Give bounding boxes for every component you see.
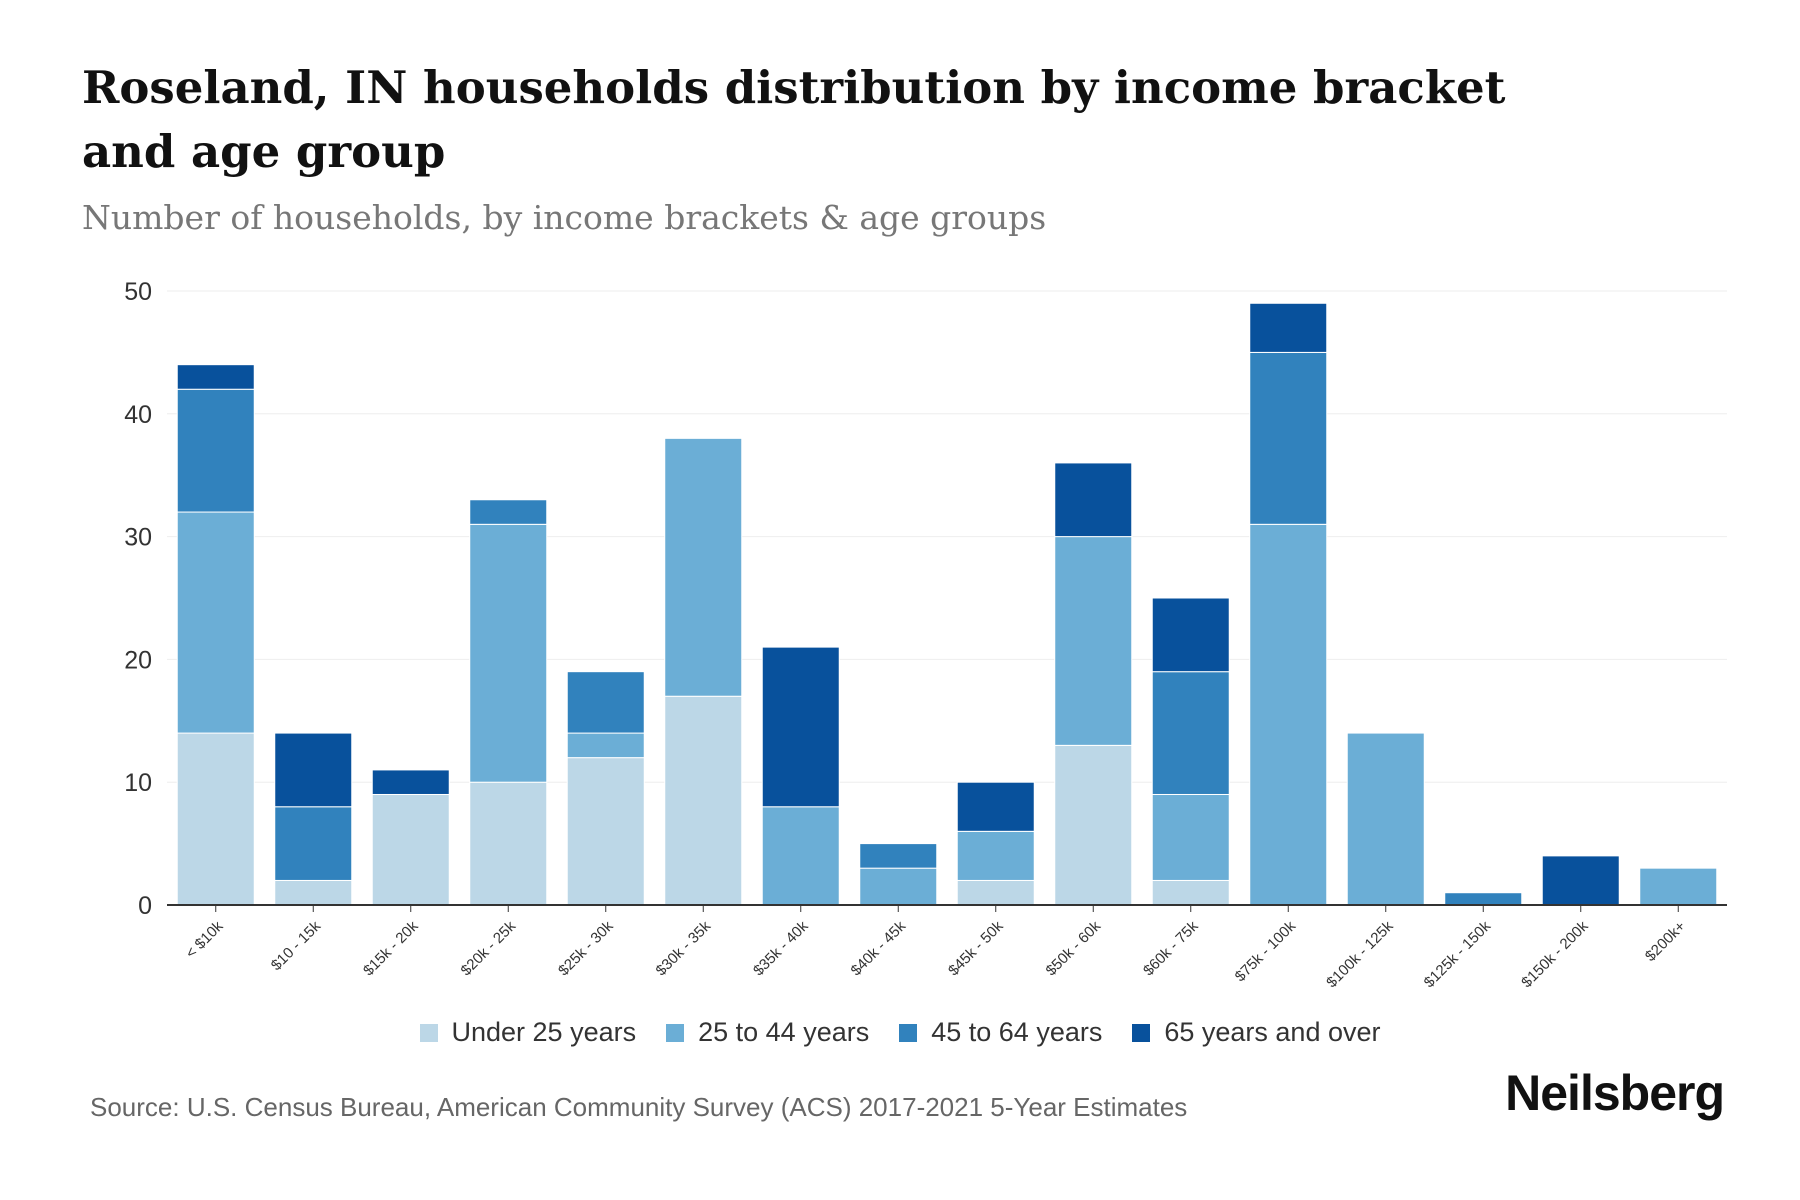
x-tick-label: $40k - 45k: [848, 917, 910, 979]
bar-segment: [1054, 536, 1133, 746]
y-tick-label: 0: [138, 892, 152, 920]
bar-segment: [1151, 879, 1230, 906]
brand-logo: Neilsberg: [1505, 1065, 1725, 1121]
stacked-bar-chart: 0 10 20 30 40 50 < $10k $10 - 15k $15k - 20k $20k…: [124, 278, 1727, 991]
bar-segment: [469, 499, 548, 525]
bar-segment: [274, 806, 353, 881]
bar-segment: [176, 732, 255, 906]
bar-segment: [1249, 302, 1328, 353]
x-tick-label: $30k - 35k: [653, 917, 715, 979]
bar-segment: [1054, 744, 1133, 906]
x-tick-label: $10 - 15k: [268, 917, 325, 974]
x-tick-label: $25k - 30k: [555, 917, 617, 979]
bar-segment: [1151, 671, 1230, 795]
x-tick-label: $75k - 100k: [1232, 917, 1300, 985]
legend-swatch: [899, 1023, 918, 1042]
x-tick-label: $100k - 125k: [1323, 917, 1397, 991]
bar-segment: [1249, 351, 1328, 525]
bar-segment: [469, 523, 548, 783]
bar-segment: [566, 732, 645, 759]
bar-segment: [859, 843, 938, 869]
bar-segment: [859, 867, 938, 906]
bar-segment: [1151, 793, 1230, 881]
bar-segment: [274, 879, 353, 906]
y-tick-label: 10: [124, 769, 152, 797]
x-tick-label: < $10k: [182, 917, 227, 962]
legend-swatch: [666, 1023, 685, 1042]
bar-segment: [956, 879, 1035, 906]
legend-item-45-64: 45 to 64 years: [899, 1017, 1102, 1048]
legend-item-65-over: 65 years and over: [1132, 1017, 1381, 1048]
x-tick-label: $150k - 200k: [1518, 917, 1592, 991]
x-tick-label: $60k - 75k: [1140, 917, 1202, 979]
bar-segment: [1054, 462, 1133, 538]
legend-swatch: [1132, 1023, 1151, 1042]
x-tick-label: $15k - 20k: [360, 917, 422, 979]
y-tick-label: 20: [124, 646, 152, 674]
legend-label: 25 to 44 years: [698, 1017, 870, 1047]
legend-item-25-44: 25 to 44 years: [666, 1017, 869, 1048]
bar-segment: [274, 732, 353, 808]
legend-label: Under 25 years: [451, 1017, 637, 1047]
legend-label: 65 years and over: [1164, 1017, 1381, 1047]
legend-label: 45 to 64 years: [931, 1017, 1103, 1047]
bar-segment: [176, 388, 255, 513]
x-tick-label: $50k - 60k: [1043, 917, 1105, 979]
chart-title: Roseland, IN households distribution by …: [82, 61, 1506, 178]
bar-segment: [371, 793, 450, 906]
bar-segment: [664, 437, 743, 697]
bar-segment: [956, 781, 1035, 832]
bar-segment: [1444, 892, 1523, 906]
bar-segment: [664, 695, 743, 906]
bar-segment: [761, 806, 840, 906]
bar-segment: [566, 671, 645, 734]
legend-swatch: [419, 1023, 438, 1042]
source-note: Source: U.S. Census Bureau, American Com…: [90, 1092, 1188, 1122]
bar-segment: [1639, 867, 1718, 906]
bar-segment: [176, 511, 255, 734]
bar-segment: [371, 769, 450, 795]
bar-segment: [1151, 597, 1230, 673]
legend: Under 25 years 25 to 44 years 45 to 64 y…: [0, 1017, 1800, 1048]
legend-item-under-25: Under 25 years: [419, 1017, 637, 1048]
x-tick-label: $20k - 25k: [458, 917, 520, 979]
bar-segment: [566, 757, 645, 906]
bar-segment: [176, 364, 255, 390]
x-tick-label: $45k - 50k: [945, 917, 1007, 979]
y-tick-label: 40: [124, 401, 152, 429]
bar-segment: [761, 646, 840, 808]
x-tick-label: $200k+: [1642, 918, 1689, 965]
y-tick-label: 30: [124, 524, 152, 552]
y-tick-label: 50: [124, 278, 152, 306]
bar-segment: [1249, 523, 1328, 906]
bar-segment: [1346, 732, 1425, 906]
bar-segment: [469, 781, 548, 906]
bar-segment: [1541, 855, 1620, 906]
x-tick-label: $125k - 150k: [1421, 917, 1495, 991]
x-tick-label: $35k - 40k: [750, 917, 812, 979]
chart-subtitle: Number of households, by income brackets…: [82, 198, 1047, 237]
bar-segment: [956, 830, 1035, 881]
